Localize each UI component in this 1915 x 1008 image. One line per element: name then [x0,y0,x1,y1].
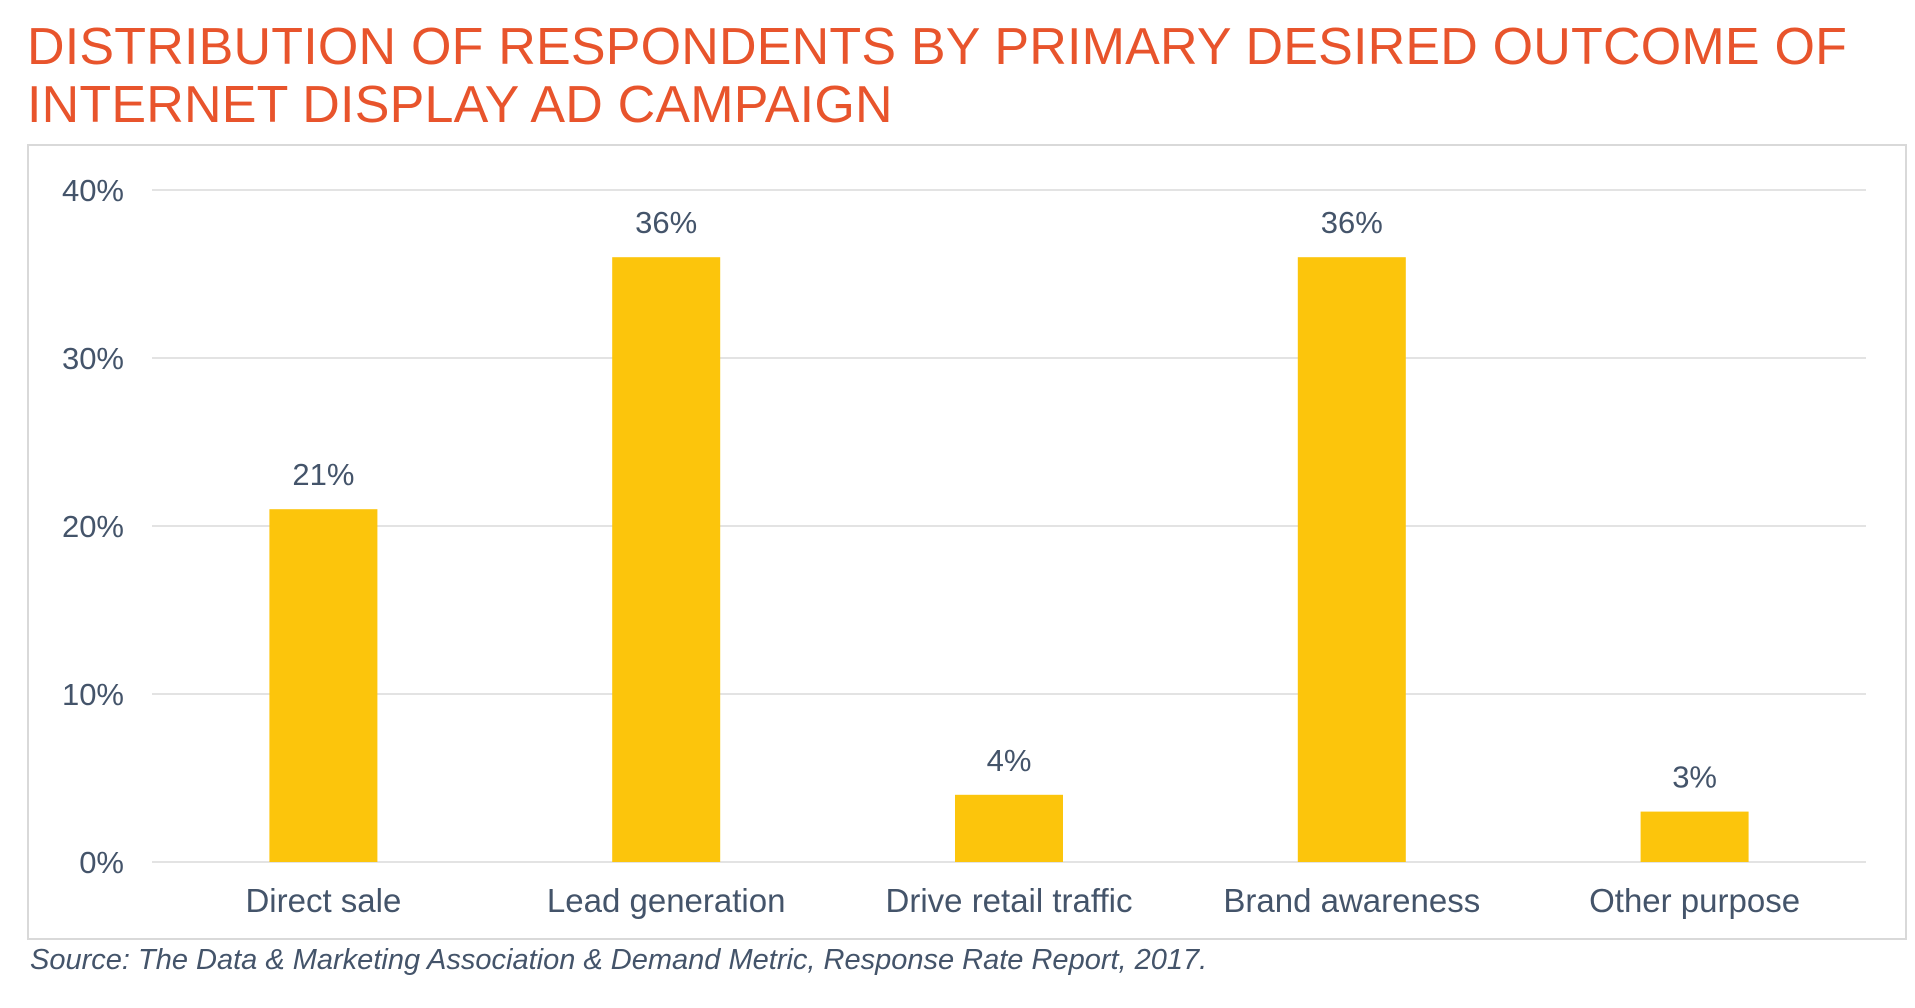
bar [612,257,721,862]
y-tick-label: 0% [79,845,124,880]
chart-title: DISTRIBUTION OF RESPONDENTS BY PRIMARY D… [27,18,1848,134]
y-axis-ticks: 0% 10% 20% 30% 40% [62,173,124,880]
bar [269,509,378,862]
category-label: Brand awareness [1223,882,1480,919]
data-label: 36% [1321,205,1383,240]
data-label: 21% [292,457,354,492]
y-tick-label: 40% [62,173,124,208]
y-tick-label: 10% [62,677,124,712]
bar [955,794,1063,862]
data-label: 36% [635,205,697,240]
gridlines [152,189,1866,863]
data-labels: 21% 36% 4% 36% 3% [292,205,1717,794]
y-tick-label: 30% [62,341,124,376]
data-label: 3% [1672,760,1717,795]
category-label: Lead generation [547,882,786,919]
bar [1640,811,1749,862]
data-label: 4% [987,743,1032,778]
x-axis-categories: Direct sale Lead generation Drive retail t… [245,882,1800,919]
category-label: Direct sale [245,882,401,919]
source-note: Source: The Data & Marketing Association… [30,944,1208,976]
category-label: Drive retail traffic [886,882,1133,919]
y-tick-label: 20% [62,509,124,544]
bars [269,257,1749,862]
bar [1297,257,1406,862]
category-label: Other purpose [1589,882,1800,919]
